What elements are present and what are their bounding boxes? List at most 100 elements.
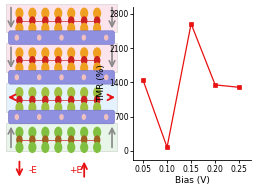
Circle shape — [42, 8, 49, 18]
Circle shape — [42, 127, 49, 137]
Circle shape — [15, 35, 18, 40]
Circle shape — [94, 103, 100, 113]
Circle shape — [55, 103, 62, 113]
Circle shape — [17, 96, 22, 104]
Circle shape — [29, 48, 36, 58]
Circle shape — [16, 23, 23, 33]
Circle shape — [29, 103, 36, 113]
Circle shape — [42, 88, 49, 98]
Circle shape — [15, 115, 18, 119]
Circle shape — [94, 48, 100, 58]
Circle shape — [16, 63, 23, 73]
Circle shape — [30, 96, 35, 104]
Circle shape — [95, 136, 100, 144]
Circle shape — [68, 63, 75, 73]
Circle shape — [81, 143, 88, 152]
Circle shape — [69, 136, 74, 144]
Circle shape — [94, 63, 100, 73]
Circle shape — [105, 35, 108, 40]
Circle shape — [56, 136, 61, 144]
Circle shape — [82, 96, 87, 104]
Circle shape — [43, 96, 48, 104]
Circle shape — [16, 88, 23, 98]
Circle shape — [55, 88, 62, 98]
Circle shape — [95, 17, 100, 25]
Circle shape — [16, 48, 23, 58]
Bar — [6, 43, 117, 72]
Circle shape — [60, 35, 63, 40]
Circle shape — [29, 8, 36, 18]
Circle shape — [68, 143, 75, 152]
Bar — [6, 83, 117, 112]
Circle shape — [17, 57, 22, 64]
Circle shape — [95, 57, 100, 64]
Circle shape — [55, 63, 62, 73]
Circle shape — [68, 48, 75, 58]
Circle shape — [42, 23, 49, 33]
Circle shape — [82, 35, 85, 40]
Circle shape — [42, 143, 49, 152]
Circle shape — [30, 57, 35, 64]
Circle shape — [94, 143, 100, 152]
Circle shape — [55, 48, 62, 58]
Circle shape — [43, 57, 48, 64]
Circle shape — [68, 127, 75, 137]
Circle shape — [29, 23, 36, 33]
Circle shape — [30, 136, 35, 144]
FancyBboxPatch shape — [8, 70, 115, 84]
Circle shape — [94, 127, 100, 137]
Circle shape — [82, 57, 87, 64]
Circle shape — [82, 115, 85, 119]
Circle shape — [55, 143, 62, 152]
Text: +E: +E — [69, 166, 82, 175]
Circle shape — [42, 103, 49, 113]
Circle shape — [56, 17, 61, 25]
Circle shape — [60, 115, 63, 119]
Circle shape — [82, 136, 87, 144]
Circle shape — [82, 75, 85, 80]
Circle shape — [55, 23, 62, 33]
Circle shape — [60, 75, 63, 80]
FancyBboxPatch shape — [8, 110, 115, 124]
Circle shape — [16, 127, 23, 137]
Circle shape — [81, 88, 88, 98]
Circle shape — [16, 103, 23, 113]
Circle shape — [94, 88, 100, 98]
Bar — [6, 123, 117, 151]
Y-axis label: TMR (%): TMR (%) — [97, 64, 106, 102]
Bar — [6, 4, 117, 32]
Circle shape — [43, 17, 48, 25]
Circle shape — [16, 8, 23, 18]
Circle shape — [43, 136, 48, 144]
Circle shape — [17, 17, 22, 25]
Circle shape — [29, 127, 36, 137]
Circle shape — [81, 48, 88, 58]
FancyBboxPatch shape — [8, 31, 115, 44]
Circle shape — [69, 17, 74, 25]
Circle shape — [42, 48, 49, 58]
Circle shape — [29, 63, 36, 73]
Circle shape — [55, 8, 62, 18]
Circle shape — [81, 127, 88, 137]
Circle shape — [38, 115, 41, 119]
Circle shape — [81, 23, 88, 33]
Circle shape — [55, 127, 62, 137]
Circle shape — [68, 88, 75, 98]
Circle shape — [38, 75, 41, 80]
Circle shape — [94, 8, 100, 18]
Circle shape — [82, 17, 87, 25]
Circle shape — [81, 103, 88, 113]
Text: -E: -E — [28, 166, 37, 175]
Circle shape — [38, 35, 41, 40]
Circle shape — [17, 136, 22, 144]
Circle shape — [30, 17, 35, 25]
Circle shape — [69, 57, 74, 64]
Circle shape — [29, 88, 36, 98]
Circle shape — [81, 63, 88, 73]
Circle shape — [81, 8, 88, 18]
Circle shape — [68, 103, 75, 113]
Circle shape — [56, 57, 61, 64]
Circle shape — [105, 115, 108, 119]
Circle shape — [42, 63, 49, 73]
Circle shape — [69, 96, 74, 104]
